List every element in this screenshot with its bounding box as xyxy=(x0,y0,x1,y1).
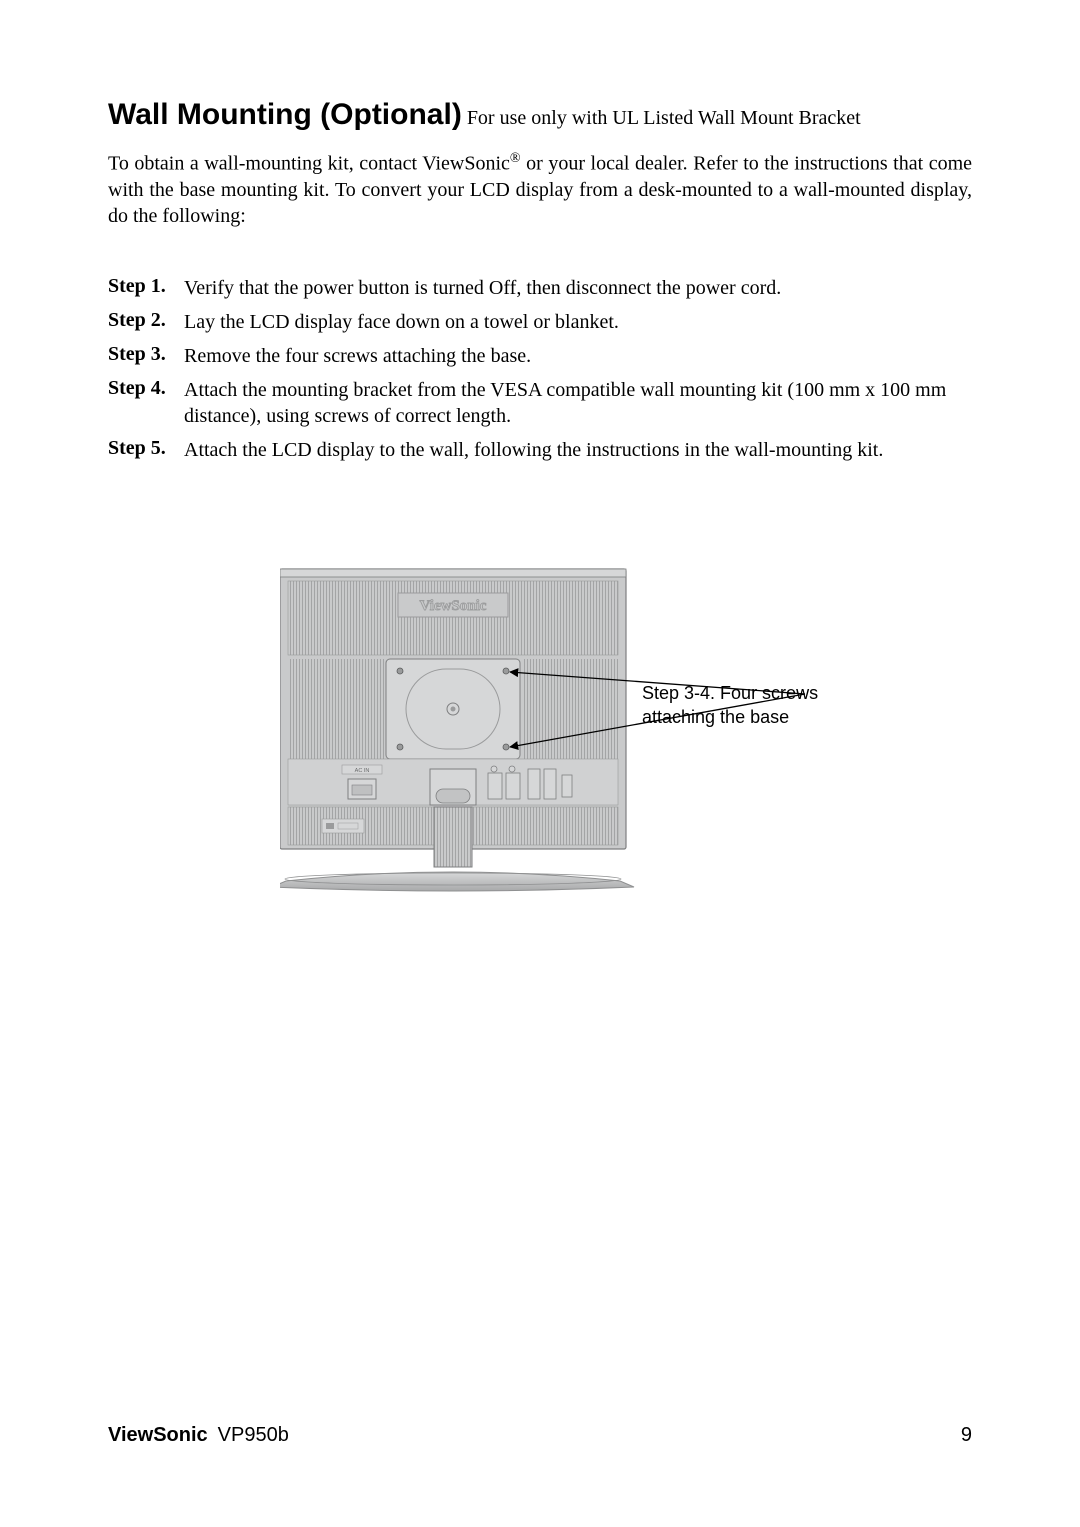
footer-model: VP950b xyxy=(218,1424,289,1446)
footer-left: ViewSonic VP950b xyxy=(108,1424,289,1447)
step-text: Lay the LCD display face down on a towel… xyxy=(184,309,972,335)
step-text: Attach the mounting bracket from the VES… xyxy=(184,377,972,429)
step-text: Remove the four screws attaching the bas… xyxy=(184,343,972,369)
registered-mark: ® xyxy=(510,151,521,166)
step-row: Step 2. Lay the LCD display face down on… xyxy=(108,309,972,335)
page-footer: ViewSonic VP950b 9 xyxy=(108,1424,972,1447)
figure-area: ViewSonic AC IN xyxy=(108,563,972,903)
monitor-back-diagram: ViewSonic AC IN xyxy=(280,563,640,903)
step-row: Step 4. Attach the mounting bracket from… xyxy=(108,377,972,429)
heading-note: For use only with UL Listed Wall Mount B… xyxy=(462,107,861,129)
callout-text: Step 3-4. Four screws attaching the base xyxy=(642,681,862,730)
page-heading: Wall Mounting (Optional) xyxy=(108,98,462,131)
step-row: Step 5. Attach the LCD display to the wa… xyxy=(108,437,972,463)
step-label: Step 2. xyxy=(108,309,184,335)
step-row: Step 1. Verify that the power button is … xyxy=(108,275,972,301)
intro-pre: To obtain a wall-mounting kit, contact V… xyxy=(108,153,510,175)
footer-brand: ViewSonic xyxy=(108,1424,208,1446)
step-text: Attach the LCD display to the wall, foll… xyxy=(184,437,972,463)
step-row: Step 3. Remove the four screws attaching… xyxy=(108,343,972,369)
ac-in-label: AC IN xyxy=(355,768,370,774)
steps-list: Step 1. Verify that the power button is … xyxy=(108,275,972,463)
step-label: Step 5. xyxy=(108,437,184,463)
intro-paragraph: To obtain a wall-mounting kit, contact V… xyxy=(108,150,972,229)
diagram-brand-label: ViewSonic xyxy=(420,598,487,614)
page-number: 9 xyxy=(961,1424,972,1447)
step-label: Step 4. xyxy=(108,377,184,429)
step-label: Step 3. xyxy=(108,343,184,369)
step-label: Step 1. xyxy=(108,275,184,301)
step-text: Verify that the power button is turned O… xyxy=(184,275,972,301)
heading-line: Wall Mounting (Optional) For use only wi… xyxy=(108,98,972,132)
